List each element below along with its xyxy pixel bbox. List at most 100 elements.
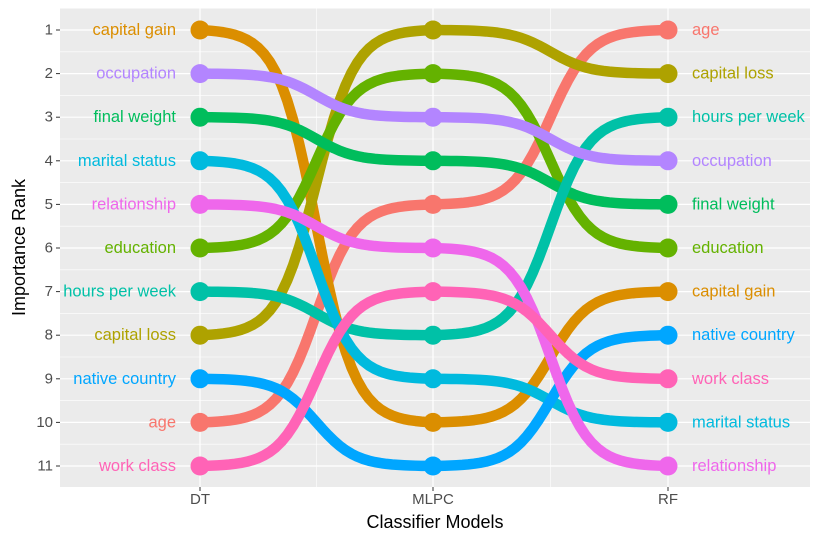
y-axis-title: Importance Rank xyxy=(9,178,29,316)
y-tick-label: 9 xyxy=(45,370,53,387)
data-point xyxy=(190,282,210,302)
data-point xyxy=(658,151,678,171)
data-point xyxy=(658,107,678,127)
y-tick-label: 2 xyxy=(45,65,53,82)
data-point xyxy=(658,20,678,40)
series-label-left: native country xyxy=(73,370,176,388)
series-label-left: hours per week xyxy=(63,283,177,301)
series-line-segment xyxy=(427,111,674,167)
series-label-right: capital gain xyxy=(692,283,775,301)
data-point xyxy=(190,107,210,127)
y-tick-label: 5 xyxy=(45,196,53,213)
series-label-right: relationship xyxy=(692,457,776,475)
series-label-left: age xyxy=(148,413,176,431)
data-point xyxy=(190,194,210,214)
series-education xyxy=(190,64,678,258)
axes: 1 2 3 4 5 6 7 8 9 10 11 DT MLPC RF xyxy=(36,22,678,509)
series-line-segment xyxy=(427,111,674,341)
series-occupation xyxy=(190,64,678,171)
data-point xyxy=(658,325,678,345)
series-line-segment xyxy=(194,111,439,167)
series-line-segment xyxy=(194,373,439,472)
data-point xyxy=(423,412,443,432)
series-line-segment xyxy=(194,199,439,254)
data-point xyxy=(423,20,443,40)
series-final-weight xyxy=(190,107,678,214)
y-tick-label: 8 xyxy=(45,327,53,344)
y-tick-label: 6 xyxy=(45,240,53,257)
data-point xyxy=(658,456,678,476)
data-point xyxy=(423,282,443,302)
data-point xyxy=(190,20,210,40)
data-point xyxy=(658,412,678,432)
series-line-segment xyxy=(427,286,674,385)
series-label-left: final weight xyxy=(93,108,176,126)
data-point xyxy=(658,64,678,84)
data-point xyxy=(423,107,443,127)
series-lines xyxy=(190,20,678,476)
data-point xyxy=(190,238,210,258)
series-label-left: relationship xyxy=(92,195,176,213)
series-line-segment xyxy=(427,242,674,472)
series-label-left: capital loss xyxy=(94,326,176,344)
y-tick-label: 3 xyxy=(45,109,53,126)
data-point xyxy=(658,238,678,258)
data-point xyxy=(423,151,443,171)
data-point xyxy=(423,64,443,84)
data-point xyxy=(423,325,443,345)
series-label-left: education xyxy=(104,239,176,257)
series-line-segment xyxy=(194,286,439,472)
y-tick-label: 4 xyxy=(45,152,53,169)
data-point xyxy=(423,194,443,214)
y-tick-label: 7 xyxy=(45,283,53,300)
series-line-segment xyxy=(427,24,674,210)
x-axis-title: Classifier Models xyxy=(366,512,503,532)
data-point xyxy=(423,456,443,476)
y-tick-label: 1 xyxy=(45,22,53,39)
data-point xyxy=(658,194,678,214)
x-tick-label: DT xyxy=(190,491,210,508)
data-point xyxy=(190,64,210,84)
series-label-right: capital loss xyxy=(692,65,774,83)
series-line-segment xyxy=(194,68,439,254)
series-label-right: native country xyxy=(692,326,795,344)
series-label-right: occupation xyxy=(692,152,772,170)
series-label-left: work class xyxy=(98,457,176,475)
series-capital-loss xyxy=(190,20,678,345)
series-line-segment xyxy=(427,329,674,472)
data-point xyxy=(190,151,210,171)
data-point xyxy=(190,412,210,432)
series-native-country xyxy=(190,325,678,476)
series-label-right: hours per week xyxy=(692,108,806,126)
series-relationship xyxy=(190,194,678,476)
series-label-left: capital gain xyxy=(93,21,176,39)
series-line-segment xyxy=(427,68,674,254)
series-line-segment xyxy=(427,155,674,210)
series-line-segment xyxy=(194,68,439,123)
x-tick-label: MLPC xyxy=(412,491,454,508)
series-label-right: work class xyxy=(691,370,769,388)
data-point xyxy=(190,369,210,389)
series-label-right: final weight xyxy=(692,195,775,213)
series-label-right: age xyxy=(692,21,720,39)
data-point xyxy=(423,238,443,258)
series-labels: age age capital gain capital gain capital lo… xyxy=(63,21,805,475)
data-point xyxy=(190,456,210,476)
series-line-segment xyxy=(427,24,674,79)
series-label-right: marital status xyxy=(692,413,790,431)
x-tick-label: RF xyxy=(658,491,678,508)
series-work-class xyxy=(190,282,678,476)
series-label-left: occupation xyxy=(96,65,176,83)
series-line-segment xyxy=(194,24,439,341)
series-label-right: education xyxy=(692,239,764,257)
series-hours-per-week xyxy=(190,107,678,345)
y-tick-label: 11 xyxy=(37,458,53,475)
data-point xyxy=(658,369,678,389)
series-line-segment xyxy=(194,286,439,341)
data-point xyxy=(658,282,678,302)
data-point xyxy=(190,325,210,345)
y-tick-label: 10 xyxy=(36,414,53,431)
series-label-left: marital status xyxy=(78,152,176,170)
